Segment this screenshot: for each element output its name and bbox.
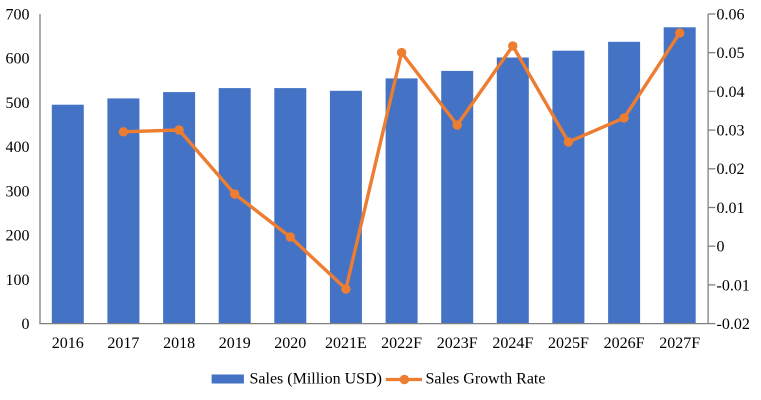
svg-text:2027F: 2027F: [659, 335, 700, 352]
svg-text:2019: 2019: [219, 335, 251, 352]
svg-text:2017: 2017: [107, 335, 139, 352]
svg-text:2016: 2016: [52, 335, 84, 352]
svg-text:0.03: 0.03: [717, 123, 745, 140]
svg-text:-0.02: -0.02: [717, 316, 750, 333]
svg-text:0.04: 0.04: [717, 84, 745, 101]
svg-text:2024F: 2024F: [492, 335, 533, 352]
svg-text:0.02: 0.02: [717, 161, 745, 178]
svg-text:400: 400: [6, 139, 30, 156]
svg-text:0: 0: [22, 316, 30, 333]
svg-text:0.01: 0.01: [717, 200, 745, 217]
svg-text:300: 300: [6, 183, 30, 200]
svg-text:2018: 2018: [163, 335, 195, 352]
svg-text:2026F: 2026F: [604, 335, 645, 352]
svg-text:Sales (Million USD): Sales (Million USD): [250, 371, 382, 388]
svg-text:-0.01: -0.01: [717, 277, 750, 294]
svg-text:2023F: 2023F: [437, 335, 478, 352]
svg-text:2021E: 2021E: [325, 335, 367, 352]
svg-text:0.05: 0.05: [717, 45, 745, 62]
svg-text:100: 100: [6, 272, 30, 289]
svg-text:0: 0: [717, 239, 725, 256]
svg-text:0.06: 0.06: [717, 6, 745, 23]
svg-text:2025F: 2025F: [548, 335, 589, 352]
svg-text:600: 600: [6, 51, 30, 68]
svg-text:2022F: 2022F: [381, 335, 422, 352]
svg-text:700: 700: [6, 6, 30, 23]
svg-text:Sales Growth Rate: Sales Growth Rate: [426, 371, 546, 388]
svg-text:200: 200: [6, 228, 30, 245]
svg-text:500: 500: [6, 95, 30, 112]
svg-text:2020: 2020: [274, 335, 306, 352]
